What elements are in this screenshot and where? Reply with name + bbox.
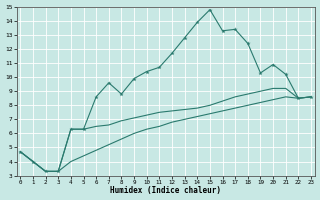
X-axis label: Humidex (Indice chaleur): Humidex (Indice chaleur) — [110, 186, 221, 195]
